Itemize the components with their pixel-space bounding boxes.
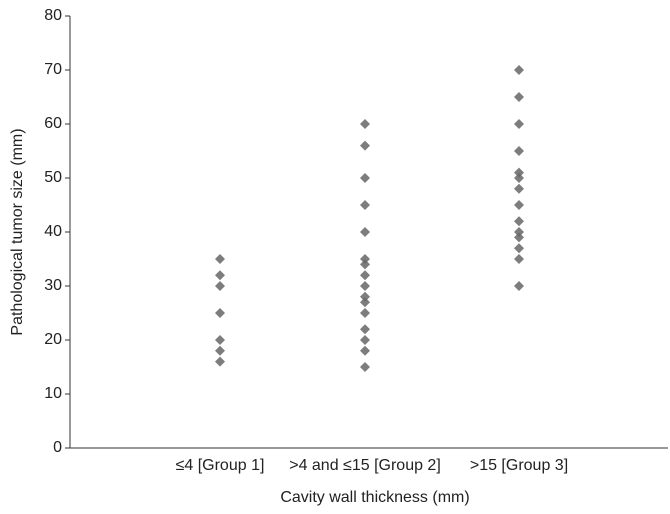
point: [360, 297, 370, 308]
point: [514, 167, 524, 178]
x-axis-label: Cavity wall thickness (mm): [280, 489, 469, 506]
point: [360, 362, 370, 372]
x-tick-label: ≤4 [Group 1]: [176, 457, 265, 474]
y-axis-label: Pathological tumor size (mm): [9, 128, 26, 335]
point: [215, 270, 225, 281]
point: [360, 281, 370, 291]
point: [215, 308, 225, 318]
point: [360, 259, 370, 270]
y-tick-label: 30: [44, 277, 62, 294]
point: [360, 270, 370, 281]
point: [360, 227, 370, 237]
point: [360, 200, 370, 210]
point: [360, 173, 370, 183]
point: [514, 254, 524, 264]
y-tick-label: 80: [44, 7, 62, 24]
y-tick-label: 20: [44, 331, 62, 348]
point: [514, 200, 524, 210]
point: [215, 356, 225, 367]
x-tick-label: >4 and ≤15 [Group 2]: [289, 457, 441, 474]
point: [514, 281, 524, 291]
y-tick-label: 50: [44, 169, 62, 186]
point: [514, 119, 524, 129]
point: [514, 227, 524, 237]
point: [514, 65, 524, 75]
point: [360, 345, 370, 356]
point: [514, 146, 524, 156]
point: [360, 254, 370, 264]
point: [360, 335, 370, 345]
point: [514, 92, 524, 102]
point: [215, 254, 225, 264]
point: [360, 291, 370, 302]
point: [514, 173, 524, 183]
y-tick-label: 40: [44, 223, 62, 240]
point: [514, 183, 524, 194]
x-tick-label: >15 [Group 3]: [470, 457, 568, 474]
y-tick-label: 10: [44, 385, 62, 402]
point: [215, 345, 225, 356]
y-tick-label: 70: [44, 61, 62, 78]
point: [360, 119, 370, 129]
point: [514, 243, 524, 254]
point: [360, 140, 370, 151]
point: [514, 232, 524, 243]
y-tick-label: 60: [44, 115, 62, 132]
point: [360, 308, 370, 318]
point: [215, 281, 225, 291]
point: [514, 216, 524, 227]
y-tick-label: 0: [53, 439, 62, 456]
point: [360, 324, 370, 335]
point: [215, 335, 225, 345]
